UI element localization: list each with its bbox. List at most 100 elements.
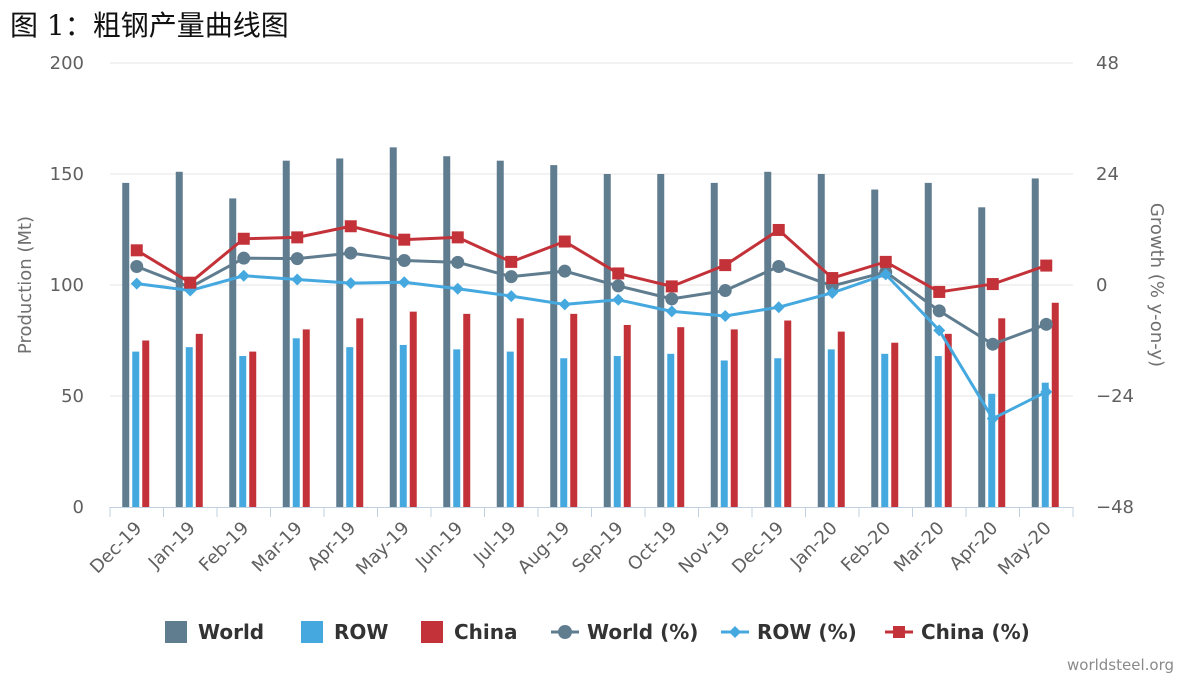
bar xyxy=(463,314,470,507)
legend-swatch xyxy=(421,621,443,643)
left-tick-label: 0 xyxy=(73,497,84,518)
right-axis-ticks: −48 −24 0 24 48 xyxy=(1096,53,1134,518)
credit-label[interactable]: worldsteel.org xyxy=(1067,656,1174,674)
point xyxy=(719,259,731,271)
point xyxy=(398,276,410,288)
bar xyxy=(881,354,888,507)
bar xyxy=(945,334,952,507)
point xyxy=(558,265,571,278)
legend-item[interactable]: ROW (%) xyxy=(721,620,857,644)
bar xyxy=(346,347,353,507)
bar xyxy=(550,165,557,507)
bar xyxy=(390,147,397,507)
point xyxy=(1040,260,1052,272)
x-tick-label: Jul-19 xyxy=(469,518,521,570)
bar xyxy=(283,161,290,507)
point xyxy=(719,284,732,297)
point xyxy=(291,273,303,285)
right-tick-label: −24 xyxy=(1096,386,1134,407)
bar xyxy=(774,358,781,507)
bar xyxy=(1052,303,1059,507)
bar xyxy=(239,356,246,507)
left-axis-ticks: 0 50 100 150 200 xyxy=(50,53,84,518)
x-tick-label: Jan-19 xyxy=(144,518,200,574)
x-tick-label: Feb-20 xyxy=(837,518,895,576)
point xyxy=(345,220,357,232)
steel-production-chart: 050100150200 −48−2402448 Dec-19Jan-19Feb… xyxy=(0,0,1186,684)
bar xyxy=(677,327,684,507)
legend-item[interactable]: China (%) xyxy=(885,620,1030,644)
bar xyxy=(336,158,343,507)
x-tick-label: Mar-19 xyxy=(248,518,307,577)
x-tick-label: Dec-19 xyxy=(728,518,788,578)
bar xyxy=(925,183,932,507)
legend[interactable]: World ROW China World (%) ROW (%) China (%) xyxy=(165,620,1030,644)
bar xyxy=(176,172,183,507)
bar xyxy=(871,190,878,507)
point xyxy=(398,234,410,246)
legend-item[interactable]: ROW xyxy=(301,620,388,644)
point xyxy=(612,294,624,306)
point xyxy=(987,278,999,290)
x-tick-label: Dec-19 xyxy=(86,518,146,578)
point xyxy=(291,231,303,243)
bar xyxy=(497,161,504,507)
series-world xyxy=(122,147,1039,507)
series-row xyxy=(132,338,1049,507)
point xyxy=(772,260,785,273)
bar xyxy=(132,352,139,507)
point xyxy=(719,310,731,322)
bar xyxy=(1042,383,1049,507)
bar xyxy=(410,312,417,507)
point xyxy=(398,254,411,267)
point xyxy=(184,277,196,289)
point xyxy=(665,292,678,305)
legend-item[interactable]: China xyxy=(421,620,518,644)
point xyxy=(559,298,571,310)
bar xyxy=(293,338,300,507)
x-tick-label: Nov-19 xyxy=(675,518,735,578)
legend-item[interactable]: World xyxy=(165,620,264,644)
bar xyxy=(828,349,835,507)
bar xyxy=(400,345,407,507)
bar xyxy=(142,341,149,508)
bar xyxy=(303,329,310,507)
legend-label: China (%) xyxy=(921,620,1030,644)
x-tick-label: Mar-20 xyxy=(890,518,949,577)
bar xyxy=(614,356,621,507)
point xyxy=(505,290,517,302)
series-line xyxy=(137,274,1047,418)
x-tick-label: Aug-19 xyxy=(514,518,574,578)
bar xyxy=(196,334,203,507)
point xyxy=(452,231,464,243)
series-world xyxy=(130,247,1053,351)
line-series xyxy=(130,220,1053,424)
point xyxy=(291,252,304,265)
left-tick-label: 200 xyxy=(50,53,84,74)
point xyxy=(238,233,250,245)
legend-label: China xyxy=(454,620,518,644)
bar xyxy=(978,207,985,507)
x-tick-label: Apr-19 xyxy=(303,518,360,575)
bar xyxy=(186,347,193,507)
point xyxy=(131,278,143,290)
point xyxy=(773,301,785,313)
point xyxy=(1040,318,1053,331)
point xyxy=(666,280,678,292)
bar xyxy=(517,318,524,507)
legend-label: World xyxy=(198,620,264,644)
right-tick-label: 48 xyxy=(1096,53,1119,74)
left-axis-title: Production (Mt) xyxy=(15,216,36,354)
x-axis: Dec-19Jan-19Feb-19Mar-19Apr-19May-19Jun-… xyxy=(86,507,1073,579)
point xyxy=(986,338,999,351)
point xyxy=(773,224,785,236)
left-tick-label: 50 xyxy=(61,386,84,407)
bar xyxy=(721,360,728,507)
x-tick-label: Sep-19 xyxy=(568,518,628,578)
bar xyxy=(356,318,363,507)
x-tick-label: Apr-20 xyxy=(945,518,1002,575)
point xyxy=(933,286,945,298)
legend-item[interactable]: World (%) xyxy=(551,620,698,644)
bar xyxy=(818,174,825,507)
bar xyxy=(711,183,718,507)
